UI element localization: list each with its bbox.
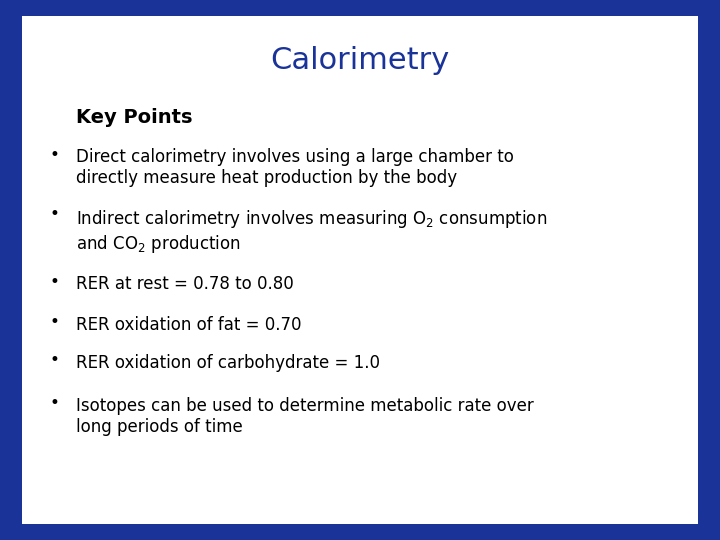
Text: •: • <box>49 205 59 223</box>
Text: Indirect calorimetry involves measuring O$_2$ consumption
and CO$_2$ production: Indirect calorimetry involves measuring … <box>76 208 546 255</box>
Text: RER at rest = 0.78 to 0.80: RER at rest = 0.78 to 0.80 <box>76 275 293 293</box>
Text: •: • <box>49 146 59 164</box>
Text: RER oxidation of carbohydrate = 1.0: RER oxidation of carbohydrate = 1.0 <box>76 354 379 372</box>
Text: •: • <box>49 313 59 331</box>
Text: RER oxidation of fat = 0.70: RER oxidation of fat = 0.70 <box>76 316 301 334</box>
Text: •: • <box>49 351 59 369</box>
Text: Calorimetry: Calorimetry <box>271 46 449 75</box>
Text: Key Points: Key Points <box>76 108 192 127</box>
FancyBboxPatch shape <box>22 16 698 524</box>
Text: •: • <box>49 394 59 412</box>
Text: Direct calorimetry involves using a large chamber to
directly measure heat produ: Direct calorimetry involves using a larg… <box>76 148 513 187</box>
Text: Isotopes can be used to determine metabolic rate over
long periods of time: Isotopes can be used to determine metabo… <box>76 397 534 436</box>
Text: •: • <box>49 273 59 291</box>
